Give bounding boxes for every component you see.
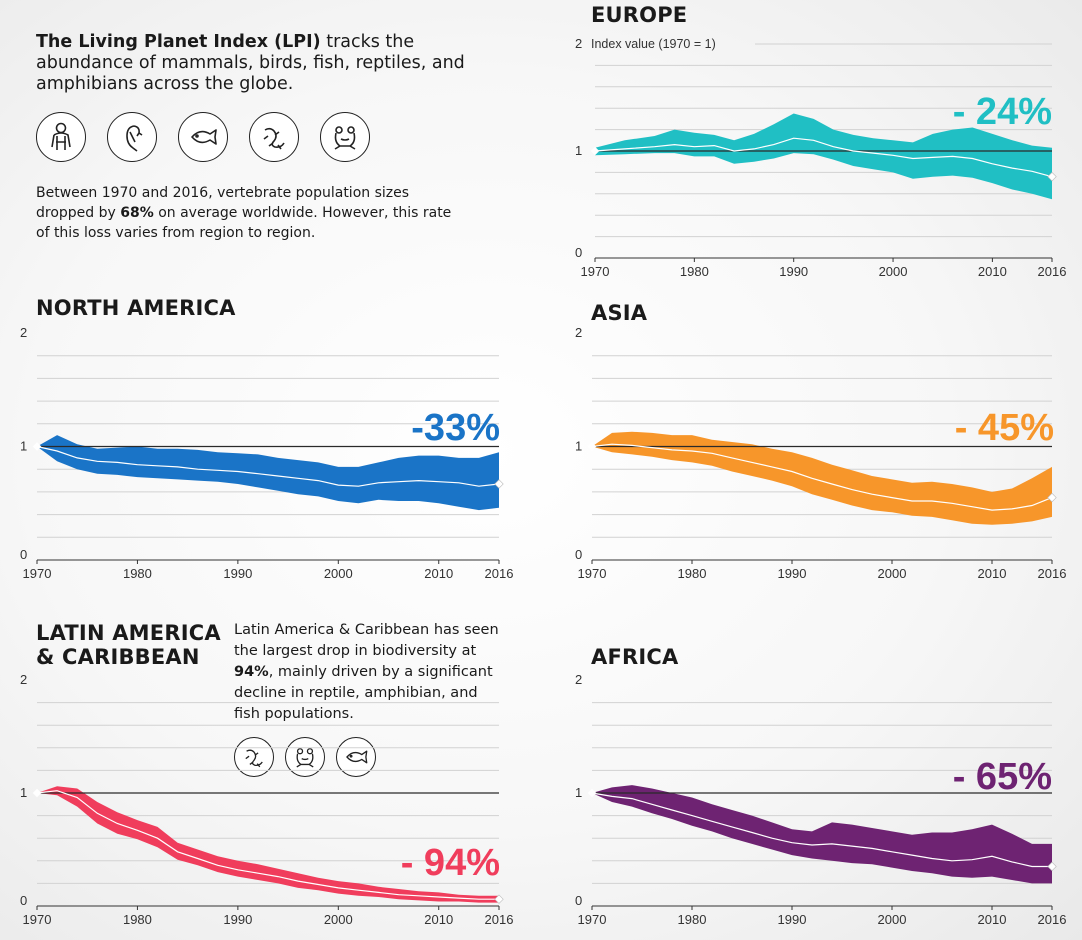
latin-america-note: Latin America & Caribbean has seen the l… xyxy=(234,620,504,725)
north-america-chart: 1970 1980 1990 2000 2010 2016 0 1 2 -33% xyxy=(20,325,513,581)
asia-change-label: - 45% xyxy=(955,407,1054,449)
latin-america-x-tick-label: 1990 xyxy=(223,912,252,927)
intro-stats-pre: Between 1970 and 2016, vertebrate popula… xyxy=(36,185,410,221)
africa-end-marker xyxy=(1047,861,1057,872)
europe-y-tick-label: 0 xyxy=(575,245,582,260)
latin-america-end-marker xyxy=(494,894,504,904)
africa-y-tick-label: 2 xyxy=(575,672,582,687)
europe-x-tick-label: 1970 xyxy=(581,264,610,279)
europe-index-line xyxy=(594,137,1053,178)
europe-title: EUROPE xyxy=(591,3,688,27)
europe-end-marker xyxy=(1047,172,1057,182)
north-america-x-tick-label: 1990 xyxy=(223,566,252,581)
africa-x-tick-label: 1980 xyxy=(678,912,707,927)
asia-index-line xyxy=(591,443,1053,511)
north-america-title: NORTH AMERICA xyxy=(36,296,236,320)
latin-america-confidence-band xyxy=(37,786,499,903)
asia-x-tick-label: 2016 xyxy=(1038,566,1067,581)
north-america-x-tick-label: 2016 xyxy=(485,566,514,581)
latin-america-y-tick-label: 0 xyxy=(20,893,27,908)
asia-x-tick-label: 1990 xyxy=(778,566,807,581)
africa-x-tick-label: 2000 xyxy=(878,912,907,927)
lizard-icon xyxy=(249,112,299,162)
africa-y-tick-label: 1 xyxy=(575,785,582,800)
europe-y-axis-label: Index value (1970 = 1) xyxy=(591,37,716,51)
africa-y-tick-label: 0 xyxy=(575,893,582,908)
intro-heading: The Living Planet Index (LPI) tracks the… xyxy=(36,32,466,95)
latin-america-x-tick-label: 1970 xyxy=(23,912,52,927)
frog-icon xyxy=(320,112,370,162)
europe-x-tick-label: 1980 xyxy=(680,264,709,279)
gorilla-icon xyxy=(36,112,86,162)
africa-chart: 1970 1980 1990 2000 2010 2016 0 1 2 - 65% xyxy=(575,672,1066,927)
asia-y-tick-label: 0 xyxy=(575,547,582,562)
asia-x-tick-label: 2000 xyxy=(878,566,907,581)
latin-america-note-bold: 94% xyxy=(234,664,269,680)
asia-y-tick-label: 2 xyxy=(575,325,582,340)
north-america-y-tick-label: 1 xyxy=(20,439,27,454)
north-america-end-marker xyxy=(494,479,504,489)
north-america-change-label: -33% xyxy=(411,407,500,449)
north-america-y-tick-label: 2 xyxy=(20,325,27,340)
europe-change-label: - 24% xyxy=(953,91,1052,133)
north-america-x-tick-label: 1970 xyxy=(23,566,52,581)
latin-america-note-post: , mainly driven by a significant decline… xyxy=(234,664,493,722)
africa-title: AFRICA xyxy=(591,645,679,669)
latin-america-chart: 1970 1980 1990 2000 2010 2016 0 1 2 - 94% xyxy=(20,672,513,927)
asia-x-tick-label: 1970 xyxy=(578,566,607,581)
intro-stats: Between 1970 and 2016, vertebrate popula… xyxy=(36,183,466,243)
asia-start-marker xyxy=(587,442,597,451)
north-america-x-tick-label: 1980 xyxy=(123,566,152,581)
latin-america-y-tick-label: 1 xyxy=(20,785,27,800)
latin-america-change-label: - 94% xyxy=(401,842,500,884)
asia-title: ASIA xyxy=(591,301,648,325)
asia-chart: 1970 1980 1990 2000 2010 2016 0 1 2 - 45% xyxy=(575,325,1066,581)
north-america-confidence-band xyxy=(37,435,499,511)
north-america-x-tick-label: 2010 xyxy=(424,566,453,581)
asia-x-tick-label: 2010 xyxy=(978,566,1007,581)
latin-america-title: LATIN AMERICA & CARIBBEAN xyxy=(36,621,221,669)
latin-america-note-pre: Latin America & Caribbean has seen the l… xyxy=(234,622,499,659)
africa-start-marker xyxy=(587,788,597,798)
latin-america-x-tick-label: 1980 xyxy=(123,912,152,927)
north-america-y-tick-label: 0 xyxy=(20,547,27,562)
latin-america-y-tick-label: 2 xyxy=(20,672,27,687)
africa-change-label: - 65% xyxy=(953,756,1052,798)
north-america-start-marker xyxy=(32,442,42,451)
animal-icon-row xyxy=(36,112,466,162)
north-america-x-tick-label: 2000 xyxy=(324,566,353,581)
africa-x-tick-label: 2010 xyxy=(978,912,1007,927)
latin-america-x-tick-label: 2010 xyxy=(424,912,453,927)
asia-y-tick-label: 1 xyxy=(575,439,582,454)
europe-y-tick-label: 2 xyxy=(575,36,582,51)
europe-confidence-band xyxy=(595,113,1052,200)
africa-index-line xyxy=(591,792,1052,868)
intro-heading-rest: tracks the abundance of mammals, birds, … xyxy=(36,32,465,94)
intro-panel: The Living Planet Index (LPI) tracks the… xyxy=(36,32,466,243)
fish-icon xyxy=(178,112,228,162)
europe-x-tick-label: 1990 xyxy=(779,264,808,279)
europe-x-tick-label: 2010 xyxy=(978,264,1007,279)
latin-america-x-tick-label: 2016 xyxy=(485,912,514,927)
asia-end-marker xyxy=(1047,492,1057,503)
europe-y-tick-label: 1 xyxy=(575,143,582,158)
europe-x-tick-label: 2016 xyxy=(1038,264,1067,279)
africa-confidence-band xyxy=(592,785,1052,884)
bird-icon xyxy=(107,112,157,162)
europe-chart: 1970 1980 1990 2000 2010 2016 0 1 2 Index value (… xyxy=(575,36,1066,279)
africa-x-tick-label: 2016 xyxy=(1038,912,1067,927)
latin-america-start-marker xyxy=(32,788,42,798)
africa-x-tick-label: 1970 xyxy=(578,912,607,927)
intro-stats-post: on average worldwide. However, this rate… xyxy=(36,205,452,241)
north-america-index-line xyxy=(36,445,500,487)
intro-stats-bold: 68% xyxy=(120,205,154,221)
asia-x-tick-label: 1980 xyxy=(678,566,707,581)
latin-america-x-tick-label: 2000 xyxy=(324,912,353,927)
africa-x-tick-label: 1990 xyxy=(778,912,807,927)
latin-america-index-line xyxy=(36,790,499,900)
europe-x-tick-label: 2000 xyxy=(879,264,908,279)
intro-heading-bold: The Living Planet Index (LPI) xyxy=(36,32,321,52)
